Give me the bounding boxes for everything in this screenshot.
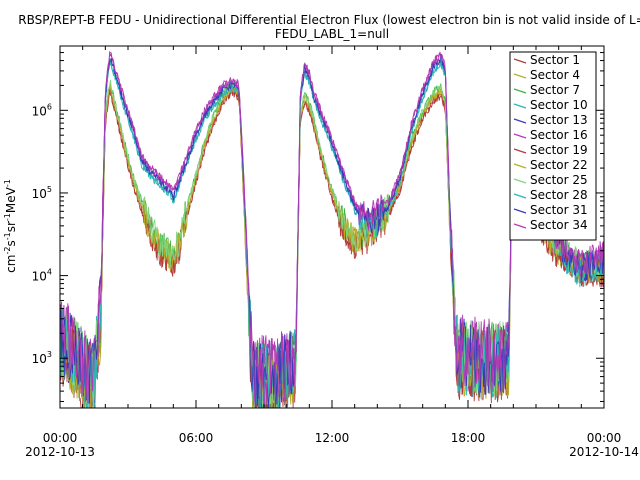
legend-swatch [513,148,527,154]
y-label-sr: sr [4,221,18,232]
legend-entry: Sector 25 [530,173,588,187]
legend-swatch [513,178,527,184]
legend-entry: Sector 10 [530,98,588,112]
y-label-exp-3: -1 [3,213,12,221]
x-tick-label: 06:00 [179,431,214,445]
legend-entry: Sector 19 [530,143,588,157]
x-tick-label: 00:00 [43,431,78,445]
legend-swatch [513,58,527,64]
y-axis: 103 104 105 106 [32,45,604,402]
y-label-s: s [4,240,18,246]
legend-entry: Sector 22 [530,158,588,172]
chart-subtitle: FEDU_LABL_1=null [275,27,389,41]
x-tick-label: 00:00 [587,431,622,445]
x-date-label: 2012-10-14 [569,445,639,459]
legend-entry: Sector 16 [530,128,588,142]
legend-entry: Sector 1 [530,53,580,67]
legend-box [509,51,597,241]
y-tick-label: 103 [32,350,52,366]
x-tick-label: 18:00 [451,431,486,445]
y-label-exp-2: -1 [3,232,12,240]
legend-entry: Sector 34 [530,218,588,232]
legend-swatch [513,73,527,79]
x-tick-label: 12:00 [315,431,350,445]
legend-entry: Sector 4 [530,68,580,82]
legend-entry: Sector 28 [530,188,588,202]
legend-swatch [513,118,527,124]
legend-swatch [513,163,527,169]
legend-swatch [513,133,527,139]
legend-swatch [513,103,527,109]
y-label-exp-4: -1 [3,179,12,187]
legend-swatch [513,223,527,229]
y-tick-label: 106 [32,102,52,118]
y-label-cm: cm [4,255,18,273]
y-axis-label: cm-2s-1sr-1MeV-1 [3,179,18,273]
legend-entry: Sector 31 [530,203,588,217]
legend-entry: Sector 7 [530,83,580,97]
y-tick-label: 104 [32,268,52,284]
y-label-exp-1: -2 [3,247,12,255]
legend-swatch [513,88,527,94]
chart-title: RBSP/REPT-B FEDU - Unidirectional Differ… [18,13,640,27]
legend-entry: Sector 13 [530,113,588,127]
y-label-mev: MeV [4,186,18,213]
x-date-label: 2012-10-13 [25,445,95,459]
legend-swatch [513,208,527,214]
y-tick-label: 105 [32,185,52,201]
legend-swatch [513,193,527,199]
